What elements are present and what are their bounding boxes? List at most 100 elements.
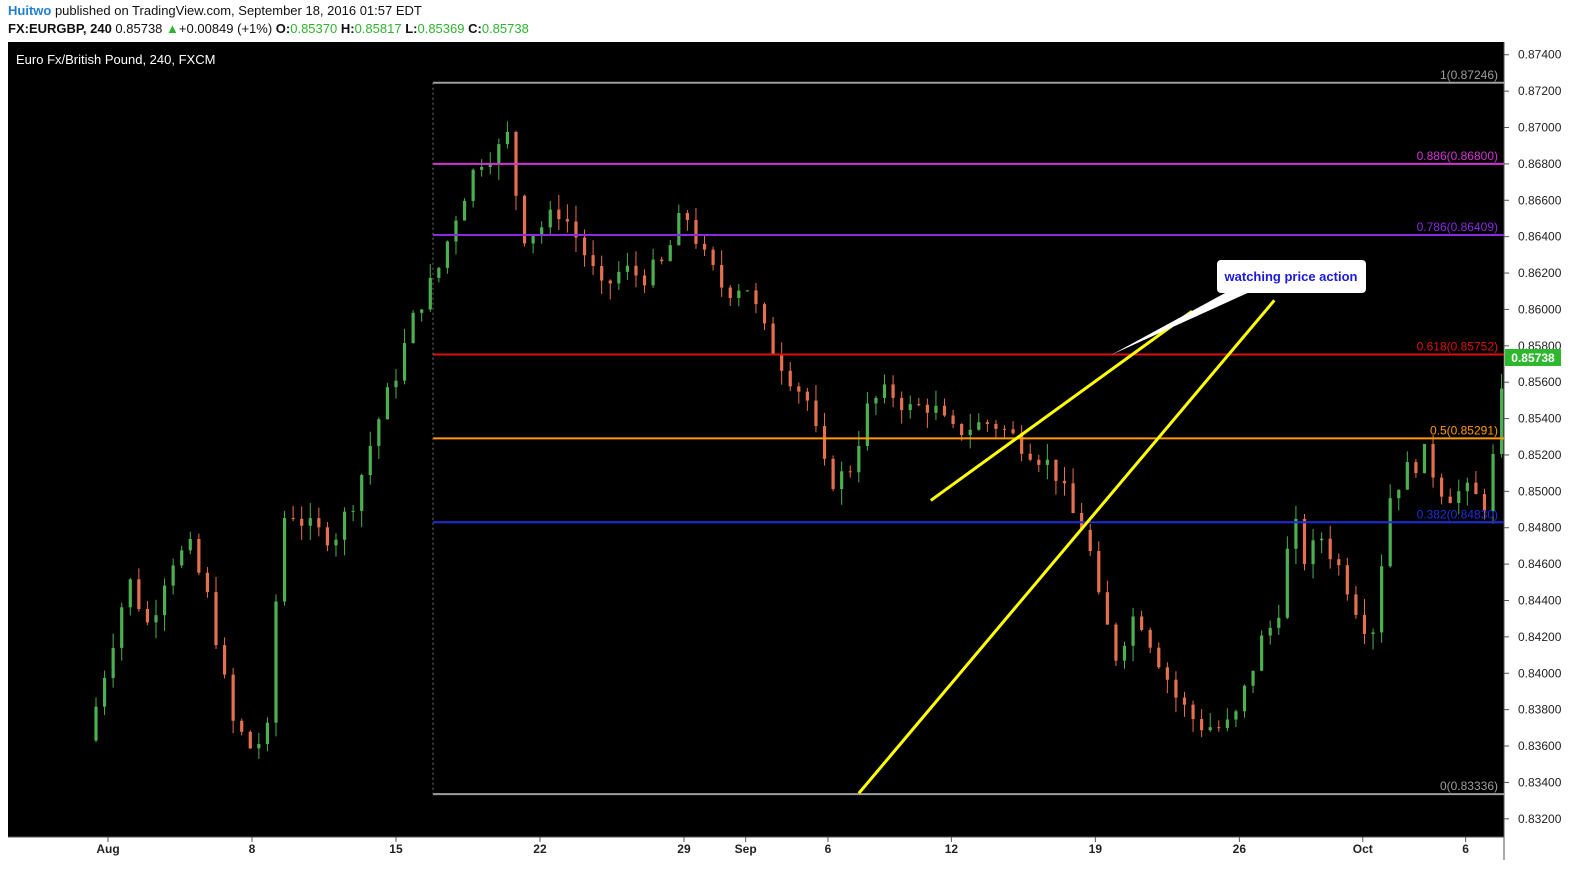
candle-body [1045,459,1049,465]
candle-body [282,518,287,602]
candle-body [960,424,964,436]
candle-body [660,259,664,262]
candle-body [951,415,955,425]
change-value: +0.00849 (+1%) [178,21,273,36]
candle-body [1097,551,1101,593]
candle-body [737,290,741,299]
time-tick-label-1: 8 [249,842,256,856]
price-tick-label-10: 0.85400 [1518,412,1562,426]
candle-body [1277,617,1281,628]
candle-body [797,386,801,392]
price-tick-label-16: 0.84200 [1518,630,1562,644]
candle-body [685,212,689,220]
candle-body [805,391,809,401]
candle-body [360,475,364,511]
candle-body [188,538,192,551]
publish-header: Huitwo published on TradingView.com, Sep… [0,0,1584,42]
symbol-line: FX:EURGBP, 240 0.85738 ▲+0.00849 (+1%) O… [8,21,529,36]
trendline-lower[interactable] [857,299,1276,795]
time-axis-labels: Aug 8 15 22 29 Sep 6 12 19 26 Oct 6 [96,837,1469,856]
candle-body [334,539,338,546]
candle-body [882,384,887,398]
price-tick-label-9: 0.85600 [1518,375,1562,389]
candle-body [445,241,450,268]
candle-body [1311,540,1315,565]
candle-body [1380,566,1384,633]
candles-layer [94,121,1504,759]
candle-body [240,720,244,732]
candle-body [325,527,330,546]
candle-body [848,471,852,473]
candle-body [865,403,869,447]
candle-body [1165,667,1169,680]
candle-body [1422,444,1427,474]
candle-body [1448,496,1452,503]
candle-body [1414,462,1418,474]
candle-body [908,404,912,411]
candle-body [1054,459,1058,481]
candle-body [145,609,150,623]
trendline-upper[interactable] [929,310,1193,502]
candle-body [248,731,252,749]
candle-body [968,429,972,436]
publish-line: Huitwo published on TradingView.com, Sep… [8,3,422,18]
time-tick-label-0: Aug [96,842,119,856]
candle-body [1242,685,1247,712]
candle-body [1157,647,1161,668]
annotation-callout[interactable]: watching price action [1111,260,1366,355]
fib-label-4: 0.5(0.85291) [1430,423,1498,437]
price-tick-label-6: 0.86200 [1518,266,1562,280]
candle-body [565,219,569,222]
candle-body [488,164,492,167]
chart-area[interactable]: 1(0.87246) 0.886(0.86800) 0.786(0.86409) 0.… [8,42,1576,865]
candle-body [1362,614,1367,634]
price-tick-label-20: 0.83400 [1518,775,1562,789]
candle-body [420,309,424,313]
candle-body [1122,645,1127,661]
candle-body [368,445,372,476]
candle-body [1062,480,1067,484]
time-tick-label-9: 26 [1233,842,1247,856]
candle-body [1431,444,1435,478]
price-tick-label-13: 0.84800 [1518,521,1562,535]
candle-body [814,400,818,427]
candle-body [1285,548,1289,618]
fib-label-6: 0(0.83336) [1440,779,1498,793]
price-tick-label-14: 0.84600 [1518,557,1562,571]
candle-body [1234,711,1238,720]
candle-body [1174,679,1178,698]
time-axis[interactable] [8,837,1504,860]
candle-body [308,518,312,526]
author-link[interactable]: Huitwo [8,3,52,18]
price-tick-label-17: 0.84000 [1518,666,1562,680]
change-arrow-icon: ▲ [166,21,179,36]
candle-body [582,237,587,256]
candle-body [428,277,432,310]
candle-body [1491,453,1495,512]
candle-body [394,380,398,388]
candle-body [1345,565,1349,595]
candle-body [1020,433,1024,454]
candle-body [1371,632,1375,634]
candle-body [780,354,784,371]
chart-title: Euro Fx/British Pound, 240, FXCM [16,52,215,67]
time-tick-label-7: 12 [945,842,959,856]
price-tick-label-19: 0.83600 [1518,739,1562,753]
low-value: 0.85369 [417,21,465,36]
candle-body [891,384,895,398]
price-axis[interactable] [1504,42,1576,860]
candle-body [531,234,535,244]
candle-body [1268,627,1272,636]
candle-body [351,510,355,512]
candle-body [994,423,998,429]
price-chart[interactable]: 1(0.87246) 0.886(0.86800) 0.786(0.86409) 0.… [8,42,1576,860]
candle-body [342,511,347,540]
fib-label-5: 0.382(0.84830) [1417,507,1498,521]
candle-body [1140,616,1144,630]
candle-body [257,744,261,749]
candle-body [857,446,861,473]
price-tick-label-21: 0.83200 [1518,812,1562,826]
candle-body [574,221,578,238]
candle-body [1088,529,1092,552]
price-tick-label-5: 0.86400 [1518,230,1562,244]
